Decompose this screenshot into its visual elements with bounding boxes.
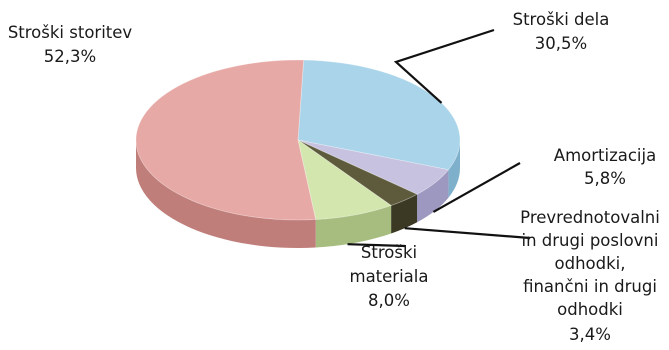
leader-line-amortizacija (432, 162, 521, 213)
label-stroski-dela: Stroški dela 30,5% (513, 10, 610, 53)
slice-storitve (135, 59, 317, 221)
slice-value: 8,0% (368, 291, 410, 310)
pie-tops (135, 59, 461, 221)
slice-value: 5,8% (584, 169, 626, 188)
slice-amortizacija (297, 139, 450, 195)
slice-prevrednotovalni (297, 139, 418, 206)
slice-label: finančni in drugi (523, 277, 657, 296)
slice-side-delo (448, 140, 460, 198)
slice-label: in drugi poslovni (522, 231, 659, 250)
slice-label: Prevrednotovalni (520, 208, 660, 227)
slice-label: Stroški storitev (8, 23, 133, 42)
slice-label: Stroški (361, 243, 417, 262)
slice-value: 3,4% (569, 325, 611, 344)
slice-label: materiala (350, 267, 429, 286)
slice-label: Stroški dela (513, 10, 610, 29)
slice-material (297, 139, 392, 220)
leader-lines (347, 28, 531, 248)
label-stroski-materiala: Stroški materiala 8,0% (350, 243, 429, 310)
slice-side-prevrednotovalni (391, 194, 418, 234)
leader-line-material (347, 243, 406, 248)
leader-line-prevrednotovalni (404, 227, 531, 240)
label-stroski-storitev: Stroški storitev 52,3% (8, 23, 133, 66)
slice-side-storitve (136, 140, 316, 249)
leader-line-delo (393, 28, 495, 104)
slice-label: odhodki (557, 300, 623, 319)
slice-value: 52,3% (44, 47, 96, 66)
slice-value: 30,5% (535, 34, 587, 53)
slice-label: Amortizacija (554, 146, 656, 165)
pie-sides (136, 140, 460, 249)
slice-side-amortizacija (417, 169, 449, 223)
label-prevrednotovalni: Prevrednotovalni in drugi poslovni odhod… (520, 208, 660, 344)
slice-label: odhodki, (555, 254, 626, 273)
label-amortizacija: Amortizacija 5,8% (554, 146, 656, 188)
slice-side-material (315, 205, 392, 248)
